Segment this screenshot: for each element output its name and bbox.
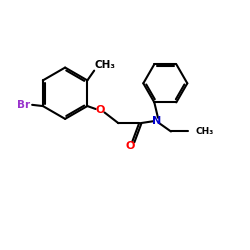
Text: CH₃: CH₃: [196, 127, 214, 136]
Text: Br: Br: [18, 100, 30, 110]
Text: N: N: [152, 116, 162, 126]
Text: CH₃: CH₃: [94, 60, 115, 70]
Text: O: O: [126, 142, 135, 152]
Text: O: O: [95, 106, 105, 116]
